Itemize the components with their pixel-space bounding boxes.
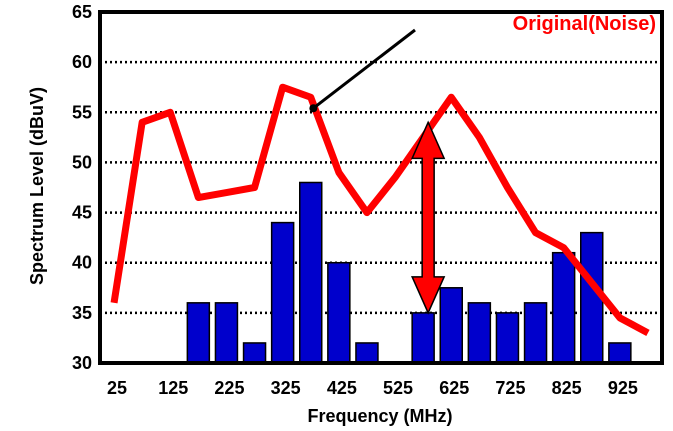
- y-tick-label-30: 30: [72, 353, 92, 373]
- x-tick-label-325: 325: [271, 378, 301, 398]
- reduction-arrow: [410, 120, 446, 315]
- y-tick-label-65: 65: [72, 2, 92, 22]
- y-tick-label-60: 60: [72, 52, 92, 72]
- bar-225: [214, 302, 239, 364]
- annotation-marker-dot: [309, 104, 318, 113]
- bar-925: [608, 342, 632, 364]
- y-tick-label-35: 35: [72, 303, 92, 323]
- x-tick-label-925: 925: [608, 378, 638, 398]
- y-axis-title: Spectrum Level (dBuV): [27, 87, 47, 285]
- x-tick-label-25: 25: [107, 378, 127, 398]
- gridlines: [100, 60, 662, 315]
- y-tick-label-55: 55: [72, 102, 92, 122]
- bar-775: [523, 302, 548, 364]
- bar-425: [327, 261, 351, 364]
- bar-675: [467, 302, 492, 364]
- bar-175: [186, 302, 211, 364]
- noise-line: [110, 83, 650, 336]
- bar-475: [355, 342, 379, 364]
- y-axis-ticks: 30 35 40 45 50 55 60 65: [72, 2, 92, 373]
- x-tick-label-125: 125: [158, 378, 188, 398]
- x-axis-ticks: 25 125 225 325 425 525 625 725 825 925: [107, 378, 638, 398]
- x-tick-label-725: 725: [495, 378, 525, 398]
- annotation-leader-line: [312, 28, 416, 110]
- bar-275: [242, 342, 267, 364]
- x-tick-label-525: 525: [383, 378, 413, 398]
- x-tick-label-825: 825: [552, 378, 582, 398]
- bar-325: [270, 221, 295, 364]
- y-tick-label-50: 50: [72, 152, 92, 172]
- x-axis-title: Frequency (MHz): [307, 406, 452, 426]
- bar-series: [186, 181, 632, 364]
- bar-725: [495, 312, 520, 364]
- bar-825: [551, 251, 576, 364]
- x-tick-label-225: 225: [214, 378, 244, 398]
- annotation: Original(Noise): [309, 13, 656, 113]
- reduction-arrow-shape: [410, 120, 446, 315]
- plot-area-frame: [98, 10, 664, 365]
- annotation-label: Original(Noise): [513, 13, 656, 35]
- y-tick-label-45: 45: [72, 203, 92, 223]
- y-tick-label-40: 40: [72, 253, 92, 273]
- bar-375: [299, 181, 323, 364]
- noise-line-series: [110, 83, 650, 336]
- x-tick-label-425: 425: [327, 378, 357, 398]
- bar-625: [439, 287, 463, 364]
- bar-575: [411, 312, 435, 364]
- x-tick-label-625: 625: [439, 378, 469, 398]
